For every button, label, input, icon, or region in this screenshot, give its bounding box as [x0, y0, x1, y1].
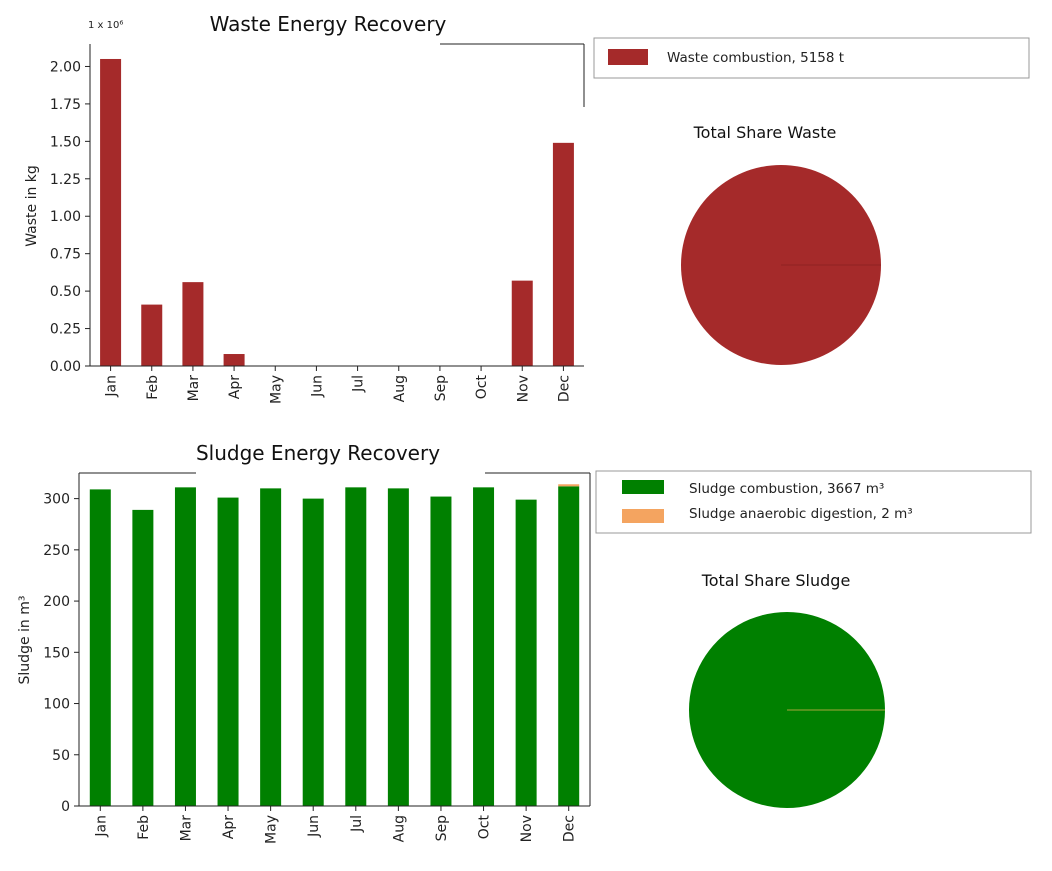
sludge-bar-jul-0 — [345, 487, 367, 806]
sludge-ytick-label: 50 — [52, 748, 70, 764]
sludge-legend-swatch-anaerobic — [622, 509, 664, 523]
sludge-ytick-label: 0 — [61, 799, 70, 815]
sludge-ytick-label: 100 — [43, 697, 70, 713]
waste-ytick-label: 0.00 — [50, 359, 81, 375]
waste-bar-mar-0 — [182, 282, 204, 366]
sludge-yticks: 0 50 100 150 200 250 300 — [43, 492, 79, 815]
waste-ytick-label: 2.00 — [50, 59, 81, 75]
sludge-pie-title: Total Share Sludge — [701, 571, 851, 590]
sludge-bar-jan-0 — [89, 489, 111, 806]
waste-legend-swatch — [608, 49, 648, 65]
sludge-legend-label-anaerobic: Sludge anaerobic digestion, 2 m³ — [689, 506, 913, 522]
sludge-bar-feb-0 — [132, 509, 154, 806]
waste-xtick-label: Dec — [556, 375, 572, 402]
waste-xtick-label: Nov — [515, 375, 531, 402]
sludge-legend-label-combustion: Sludge combustion, 3667 m³ — [689, 481, 884, 497]
waste-ytick-label: 0.25 — [50, 322, 81, 338]
sludge-bar-dec-1 — [558, 484, 580, 487]
waste-yaxis-multiplier: 1 x 10⁶ — [88, 20, 123, 31]
waste-ytick-label: 1.25 — [50, 172, 81, 188]
sludge-xtick-label: May — [264, 815, 280, 844]
waste-legend-box — [593, 37, 1030, 79]
waste-bars — [100, 58, 574, 366]
sludge-xtick-label: Apr — [221, 815, 237, 839]
waste-bar-chart: 1 x 10⁶ Waste Energy Recovery Waste in k… — [24, 12, 585, 404]
waste-bar-nov-0 — [511, 280, 533, 366]
waste-bar-dec-0 — [552, 142, 574, 366]
waste-ytick-label: 0.75 — [50, 247, 81, 263]
sludge-xtick-label: Sep — [434, 815, 450, 842]
sludge-legend-swatch-combustion — [622, 480, 664, 494]
waste-xtick-label: Jul — [351, 375, 367, 393]
waste-legend-label: Waste combustion, 5158 t — [667, 50, 844, 66]
waste-xtick-label: Jan — [104, 375, 120, 398]
waste-xtick-label: Aug — [392, 375, 408, 402]
waste-ytick-label: 1.50 — [50, 134, 81, 150]
sludge-ytick-label: 300 — [43, 492, 70, 508]
waste-pie-chart: Total Share Waste — [681, 123, 881, 365]
sludge-xtick-label: Jun — [306, 815, 322, 838]
waste-xtick-label: Feb — [145, 375, 161, 400]
sludge-bar-apr-0 — [217, 497, 239, 806]
sludge-legend-box — [595, 470, 1032, 534]
sludge-bar-may-0 — [260, 488, 282, 806]
waste-xtick-label: Mar — [186, 375, 202, 402]
sludge-pie-chart: Total Share Sludge — [689, 571, 885, 809]
sludge-xtick-label: Oct — [477, 815, 493, 840]
waste-yaxis-label: Waste in kg — [24, 165, 40, 247]
waste-bar-feb-0 — [141, 304, 163, 366]
sludge-bars — [89, 484, 580, 806]
sludge-bar-dec-0 — [558, 486, 580, 806]
sludge-xtick-label: Jan — [93, 815, 109, 838]
waste-pie-title: Total Share Waste — [693, 123, 837, 142]
waste-bar-jan-0 — [100, 58, 122, 366]
sludge-xtick-label: Mar — [178, 815, 194, 842]
sludge-bar-mar-0 — [174, 487, 196, 806]
waste-ytick-label: 1.00 — [50, 209, 81, 225]
sludge-xtick-label: Feb — [136, 815, 152, 840]
waste-xtick-label: Jun — [309, 375, 325, 398]
sludge-bar-chart: Sludge Energy Recovery Sludge in m³ 0 50 1… — [17, 441, 591, 844]
waste-chart-title: Waste Energy Recovery — [210, 12, 447, 36]
sludge-ytick-label: 250 — [43, 543, 70, 559]
waste-xtick-label: Oct — [474, 375, 490, 400]
waste-ytick-label: 0.50 — [50, 284, 81, 300]
waste-bar-apr-0 — [223, 354, 245, 366]
waste-legend: Waste combustion, 5158 t — [593, 37, 1030, 79]
sludge-xtick-label: Jul — [349, 815, 365, 833]
sludge-bar-jun-0 — [302, 498, 324, 806]
waste-xticks: Jan Feb Mar Apr May Jun Jul Aug Sep Oct Nov Dec — [104, 366, 572, 404]
sludge-xtick-label: Aug — [391, 815, 407, 842]
sludge-bar-aug-0 — [387, 488, 409, 806]
sludge-xtick-label: Nov — [519, 815, 535, 842]
waste-xtick-label: Sep — [433, 375, 449, 402]
sludge-bar-nov-0 — [515, 499, 537, 806]
sludge-yaxis-label: Sludge in m³ — [17, 596, 33, 685]
waste-xtick-label: Apr — [227, 375, 243, 399]
sludge-xtick-label: Dec — [562, 815, 578, 842]
waste-ytick-label: 1.75 — [50, 97, 81, 113]
waste-yticks: 0.00 0.25 0.50 0.75 1.00 1.25 1.50 1.75 2.00 — [50, 59, 90, 375]
sludge-legend: Sludge combustion, 3667 m³ Sludge anaero… — [595, 470, 1032, 534]
sludge-ytick-label: 200 — [43, 594, 70, 610]
sludge-ytick-label: 150 — [43, 645, 70, 661]
waste-xtick-label: May — [268, 375, 284, 404]
sludge-bar-sep-0 — [430, 496, 452, 806]
sludge-chart-title: Sludge Energy Recovery — [196, 441, 440, 465]
sludge-xticks: Jan Feb Mar Apr May Jun Jul Aug Sep Oct Nov Dec — [93, 806, 578, 844]
sludge-bar-oct-0 — [473, 487, 495, 806]
